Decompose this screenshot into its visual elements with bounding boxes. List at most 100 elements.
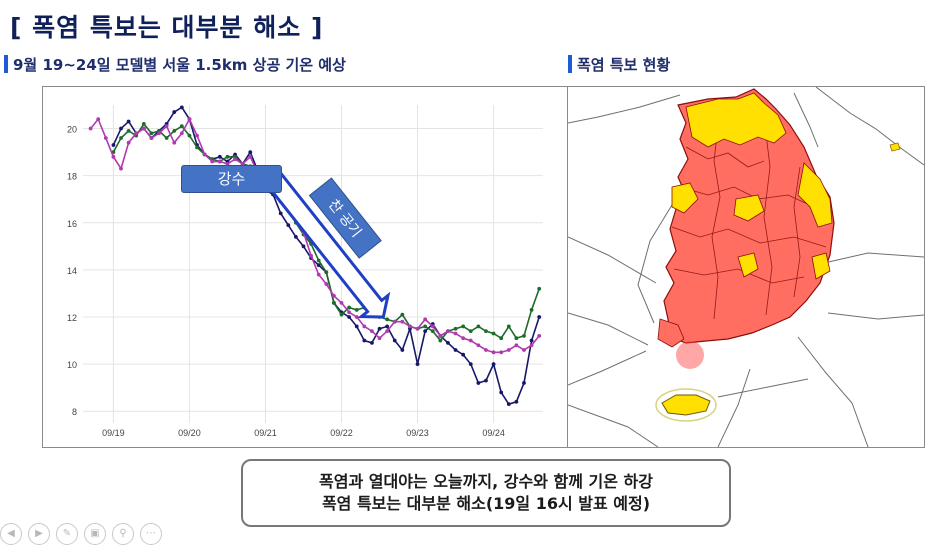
data-point-navy xyxy=(354,324,359,329)
data-point-green xyxy=(461,324,466,329)
data-point-green xyxy=(179,124,184,129)
data-point-green xyxy=(149,131,154,136)
data-point-magenta xyxy=(217,159,222,164)
data-point-navy xyxy=(415,362,420,367)
data-point-magenta xyxy=(172,140,177,145)
play-icon[interactable]: ▶ xyxy=(28,523,50,545)
data-point-magenta xyxy=(529,343,534,348)
yellow-region-southeast xyxy=(811,252,831,280)
data-point-navy xyxy=(461,352,466,357)
data-point-green xyxy=(499,336,504,341)
data-point-magenta xyxy=(111,154,116,159)
data-point-green xyxy=(438,338,443,343)
cold-air-arrow-shape xyxy=(263,170,391,319)
data-point-magenta xyxy=(499,350,504,355)
ulleungdo-island xyxy=(889,142,901,152)
y-tick-label: 16 xyxy=(67,219,77,229)
data-point-navy xyxy=(453,348,458,352)
page-title: [ 폭염 특보는 대부분 해소 ] xyxy=(10,13,324,42)
y-tick-label: 18 xyxy=(67,172,77,182)
data-point-magenta xyxy=(392,319,397,324)
data-point-green xyxy=(400,312,405,317)
data-point-navy xyxy=(537,315,542,319)
data-point-magenta xyxy=(324,282,329,286)
data-point-navy xyxy=(476,381,481,385)
x-tick-label: 09/21 xyxy=(254,428,277,438)
data-point-magenta xyxy=(332,293,336,298)
data-point-green xyxy=(347,305,352,310)
data-point-magenta xyxy=(514,343,519,348)
data-point-navy xyxy=(499,390,504,395)
cold-air-label-bg xyxy=(308,177,382,259)
data-point-green xyxy=(430,329,435,334)
data-point-green xyxy=(514,336,519,341)
data-point-magenta xyxy=(157,131,161,136)
data-point-navy xyxy=(347,315,352,319)
data-point-magenta xyxy=(202,152,207,157)
korea-map-svg xyxy=(568,87,924,447)
data-point-magenta xyxy=(248,154,253,159)
y-tick-label: 14 xyxy=(67,266,77,276)
data-point-green xyxy=(332,300,336,305)
data-point-navy xyxy=(119,126,123,131)
x-tick-label: 09/24 xyxy=(482,428,505,438)
data-point-navy xyxy=(506,402,511,407)
data-point-magenta xyxy=(347,310,352,315)
data-point-green xyxy=(119,136,123,140)
data-point-magenta xyxy=(385,329,390,334)
data-point-magenta xyxy=(210,159,215,164)
y-tick-label: 10 xyxy=(67,360,77,370)
data-point-navy xyxy=(126,119,131,124)
slide-controls: ◀ ▶ ✎ ▣ ⚲ ⋯ xyxy=(0,523,162,549)
map-section-label: 폭염 특보 현황 xyxy=(577,56,671,74)
south-coast-islands xyxy=(657,318,685,348)
data-point-navy xyxy=(293,235,298,239)
zoom-icon[interactable]: ⚲ xyxy=(112,523,134,545)
data-point-magenta xyxy=(522,348,526,352)
data-point-magenta xyxy=(461,336,466,341)
data-point-green xyxy=(172,129,177,133)
data-point-magenta xyxy=(484,348,488,352)
data-point-magenta xyxy=(233,157,237,162)
data-point-magenta xyxy=(400,319,405,324)
data-point-green xyxy=(316,258,321,263)
more-icon[interactable]: ⋯ xyxy=(140,523,162,545)
data-point-navy xyxy=(179,105,184,110)
data-point-magenta xyxy=(141,126,146,131)
data-point-green xyxy=(324,270,329,275)
data-point-green xyxy=(164,136,169,140)
chart-section-title: 9월 19~24일 모델별 서울 1.5km 상공 기온 예상 xyxy=(4,54,346,75)
chart-section-label: 9월 19~24일 모델별 서울 1.5km 상공 기온 예상 xyxy=(13,56,346,74)
yellow-region-north xyxy=(685,92,787,148)
data-point-magenta xyxy=(491,350,496,355)
data-point-green xyxy=(484,329,488,334)
data-point-green xyxy=(141,121,146,126)
data-point-magenta xyxy=(339,300,344,305)
data-point-navy xyxy=(484,378,488,383)
data-point-green xyxy=(423,324,428,329)
data-point-magenta xyxy=(370,329,374,334)
yellow-region-east xyxy=(797,162,833,228)
data-point-magenta xyxy=(187,117,192,122)
data-point-navy xyxy=(370,341,374,345)
prev-icon[interactable]: ◀ xyxy=(0,523,22,545)
y-tick-label: 8 xyxy=(72,407,77,417)
data-point-magenta xyxy=(309,253,313,258)
data-point-navy xyxy=(514,399,519,404)
screen-icon[interactable]: ▣ xyxy=(84,523,106,545)
y-tick-label: 20 xyxy=(67,125,77,135)
data-point-magenta xyxy=(362,324,367,329)
x-tick-label: 09/23 xyxy=(406,428,429,438)
data-point-green xyxy=(126,129,131,133)
data-point-green xyxy=(187,133,192,138)
data-point-magenta xyxy=(423,317,428,322)
data-point-green xyxy=(491,331,496,336)
data-point-magenta xyxy=(149,136,154,140)
chart-svg: 20 18 16 14 12 10 8 09/19 09/20 09/21 09/22 09/23 09… xyxy=(67,105,543,438)
data-point-green xyxy=(468,329,473,334)
data-point-green xyxy=(522,333,526,338)
data-point-magenta xyxy=(453,331,458,336)
pen-icon[interactable]: ✎ xyxy=(56,523,78,545)
x-tick-label: 09/22 xyxy=(330,428,353,438)
data-point-magenta xyxy=(240,161,245,166)
